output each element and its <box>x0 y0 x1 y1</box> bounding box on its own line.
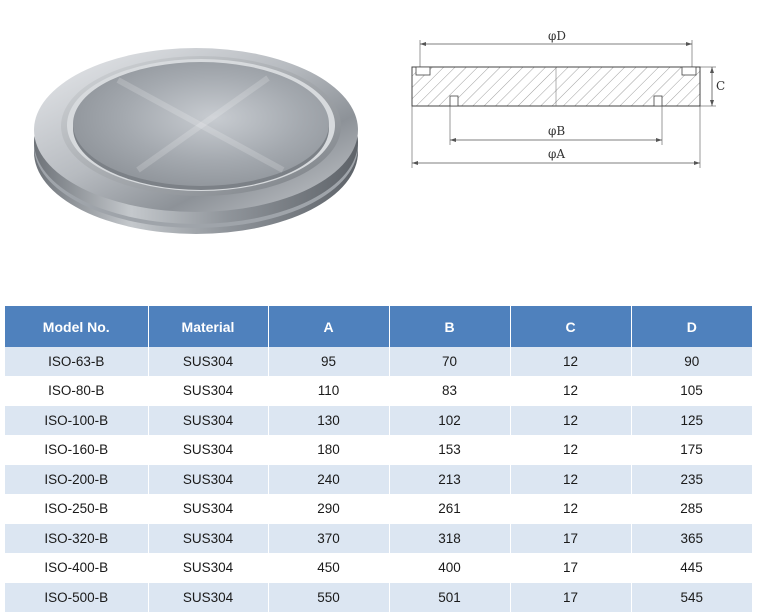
cell-b: 70 <box>389 347 511 377</box>
cell-b: 261 <box>389 494 511 524</box>
cell-a: 180 <box>268 435 390 465</box>
cell-model: ISO-320-B <box>5 523 149 554</box>
header-c: C <box>510 306 632 347</box>
cell-material: SUS304 <box>148 494 269 524</box>
cell-d: 105 <box>631 376 753 406</box>
cell-c: 17 <box>510 553 632 583</box>
cell-b: 318 <box>389 523 511 554</box>
table-row: ISO-80-B SUS304 110 83 12 105 <box>5 376 753 406</box>
label-phi-b: φB <box>548 124 565 138</box>
header-b: B <box>389 306 511 347</box>
cell-material: SUS304 <box>148 523 269 554</box>
cell-c: 12 <box>510 464 632 495</box>
header-d: D <box>631 306 752 347</box>
cell-a: 370 <box>268 523 390 554</box>
cell-c: 12 <box>510 405 632 436</box>
cell-b: 501 <box>389 582 511 613</box>
spec-table: Model No. Material A B C D ISO-63-B SUS3… <box>5 306 753 613</box>
cell-a: 450 <box>268 553 390 583</box>
cell-b: 83 <box>389 376 511 406</box>
cell-model: ISO-160-B <box>5 435 149 465</box>
table-header-row: Model No. Material A B C D <box>5 306 752 347</box>
table-row: ISO-250-B SUS304 290 261 12 285 <box>5 494 753 524</box>
cell-d: 285 <box>631 494 753 524</box>
cell-a: 110 <box>268 376 390 406</box>
cell-model: ISO-250-B <box>5 494 149 524</box>
cell-d: 365 <box>631 523 752 554</box>
cell-material: SUS304 <box>148 435 269 465</box>
label-c: C <box>716 79 725 93</box>
cell-material: SUS304 <box>148 405 269 436</box>
table-row: ISO-160-B SUS304 180 153 12 175 <box>5 435 753 465</box>
cell-a: 550 <box>268 582 390 613</box>
cell-material: SUS304 <box>148 347 269 377</box>
flange-photo <box>34 48 358 234</box>
label-phi-a: φA <box>548 147 565 161</box>
table-row: ISO-320-B SUS304 370 318 17 365 <box>5 523 752 554</box>
table-row: ISO-500-B SUS304 550 501 17 545 <box>5 582 752 613</box>
cell-b: 153 <box>389 435 511 465</box>
cell-d: 125 <box>631 405 752 436</box>
cell-c: 17 <box>510 582 632 613</box>
cell-a: 130 <box>268 405 390 436</box>
cell-model: ISO-400-B <box>5 553 149 583</box>
cell-d: 235 <box>631 464 752 495</box>
cell-b: 400 <box>389 553 511 583</box>
cell-b: 213 <box>389 464 511 495</box>
cell-material: SUS304 <box>148 376 269 406</box>
cell-material: SUS304 <box>148 553 269 583</box>
header-a: A <box>268 306 390 347</box>
table-row: ISO-63-B SUS304 95 70 12 90 <box>5 347 752 377</box>
cell-c: 12 <box>510 376 632 406</box>
cell-model: ISO-100-B <box>5 405 149 436</box>
cell-model: ISO-500-B <box>5 582 149 613</box>
cell-a: 95 <box>268 347 390 377</box>
cell-material: SUS304 <box>148 582 269 613</box>
header-model: Model No. <box>5 306 149 347</box>
cell-a: 290 <box>268 494 390 524</box>
table-row: ISO-100-B SUS304 130 102 12 125 <box>5 405 752 436</box>
cross-section-drawing: φD C φB φA <box>411 29 725 168</box>
label-phi-d: φD <box>548 29 566 43</box>
cell-c: 12 <box>510 435 632 465</box>
cell-d: 90 <box>631 347 752 377</box>
cell-a: 240 <box>268 464 390 495</box>
cell-d: 545 <box>631 582 752 613</box>
cell-d: 175 <box>631 435 753 465</box>
table-row: ISO-400-B SUS304 450 400 17 445 <box>5 553 753 583</box>
cell-c: 17 <box>510 523 632 554</box>
cell-c: 12 <box>510 347 632 377</box>
cell-b: 102 <box>389 405 511 436</box>
cell-model: ISO-80-B <box>5 376 149 406</box>
cell-material: SUS304 <box>148 464 269 495</box>
header-material: Material <box>148 306 269 347</box>
cell-d: 445 <box>631 553 753 583</box>
cell-model: ISO-63-B <box>5 347 149 377</box>
table-row: ISO-200-B SUS304 240 213 12 235 <box>5 464 752 495</box>
cell-model: ISO-200-B <box>5 464 149 495</box>
cell-c: 12 <box>510 494 632 524</box>
